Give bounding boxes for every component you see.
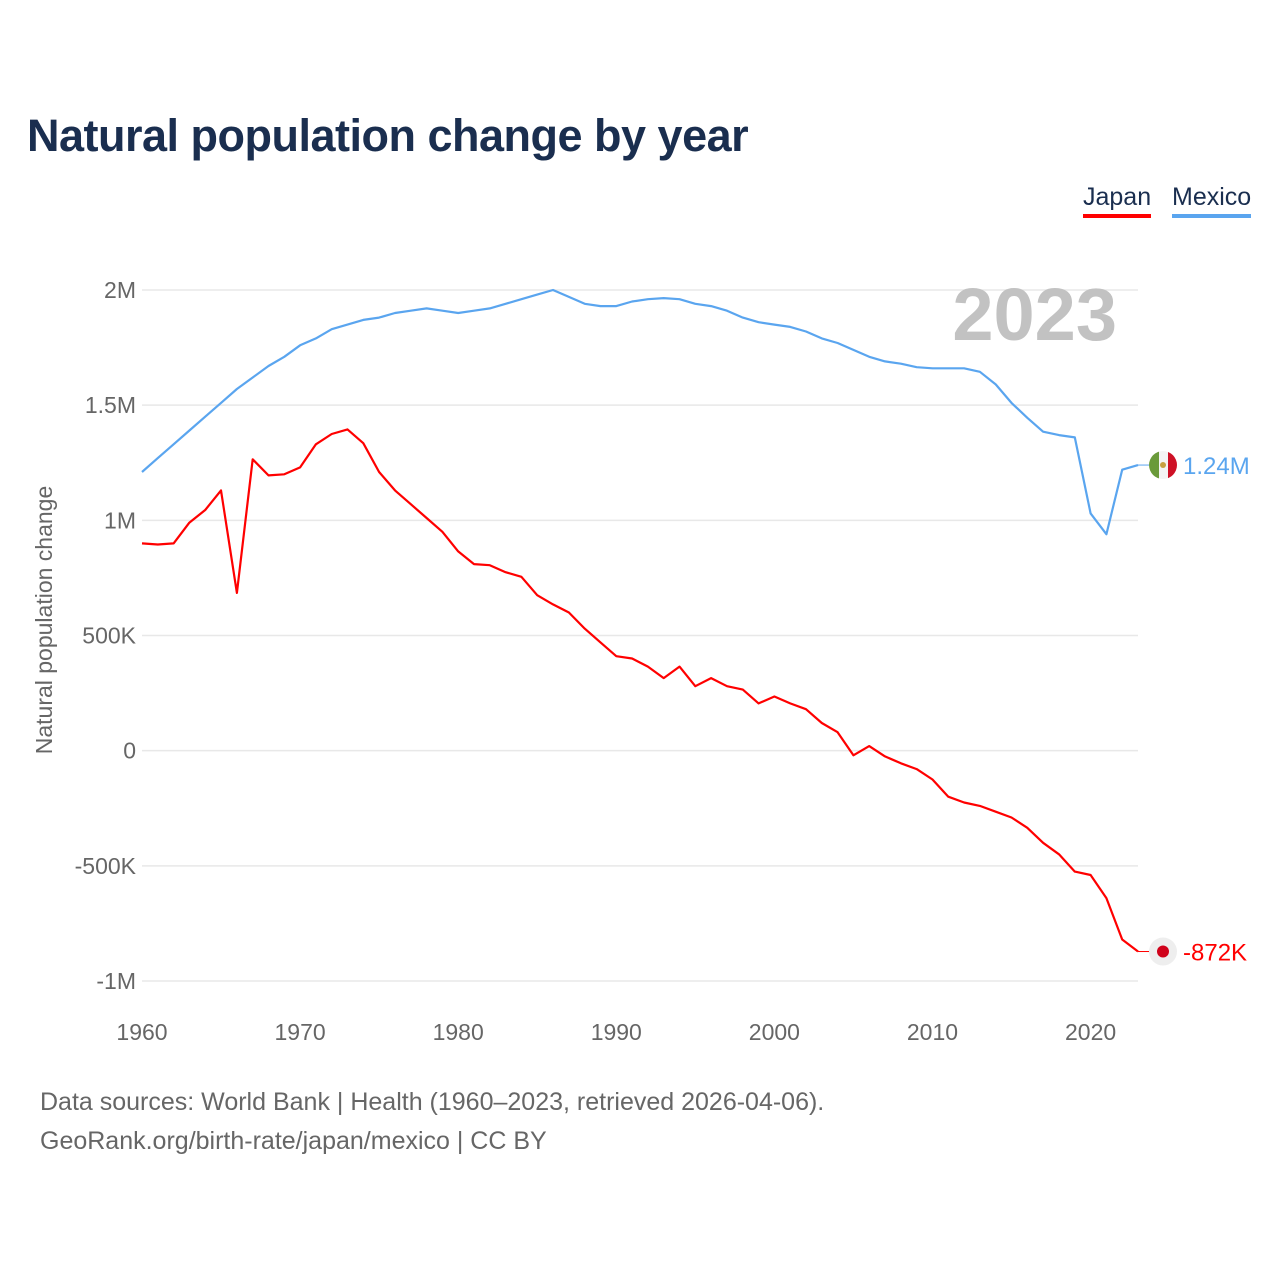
footer-sources: Data sources: World Bank | Health (1960–…: [40, 1088, 825, 1116]
legend-mexico[interactable]: Mexico: [1172, 183, 1252, 218]
x-tick-label: 2000: [749, 1019, 800, 1045]
year-watermark: 2023: [952, 273, 1117, 356]
footer-attribution[interactable]: GeoRank.org/birth-rate/japan/mexico | CC…: [40, 1127, 547, 1155]
x-tick-label: 1990: [591, 1019, 642, 1045]
end-label-mexico: 1.24M: [1183, 453, 1250, 480]
mexico-flag-icon: [1149, 451, 1177, 480]
series-line-mexico[interactable]: [141, 288, 1139, 536]
y-tick-label: 0: [123, 738, 136, 764]
series-line-japan[interactable]: [141, 428, 1139, 953]
x-tick-label: 2020: [1065, 1019, 1116, 1045]
y-tick-label: 1M: [104, 507, 136, 533]
y-axis-label: Natural population change: [31, 486, 57, 755]
x-tick-label: 1980: [433, 1019, 484, 1045]
end-label-japan: -872K: [1183, 940, 1247, 967]
legend-japan[interactable]: Japan: [1083, 183, 1152, 218]
y-tick-label: 500K: [82, 623, 136, 649]
chart-title: Natural population change by year: [27, 110, 749, 161]
y-tick-label: 1.5M: [85, 392, 136, 418]
y-tick-label: -1M: [96, 968, 136, 994]
japan-flag-icon: [1149, 937, 1177, 966]
y-tick-label: -500K: [75, 853, 137, 879]
x-tick-label: 1970: [275, 1019, 326, 1045]
x-tick-label: 2010: [907, 1019, 958, 1045]
y-tick-label: 2M: [104, 277, 136, 303]
x-tick-label: 1960: [116, 1019, 167, 1045]
